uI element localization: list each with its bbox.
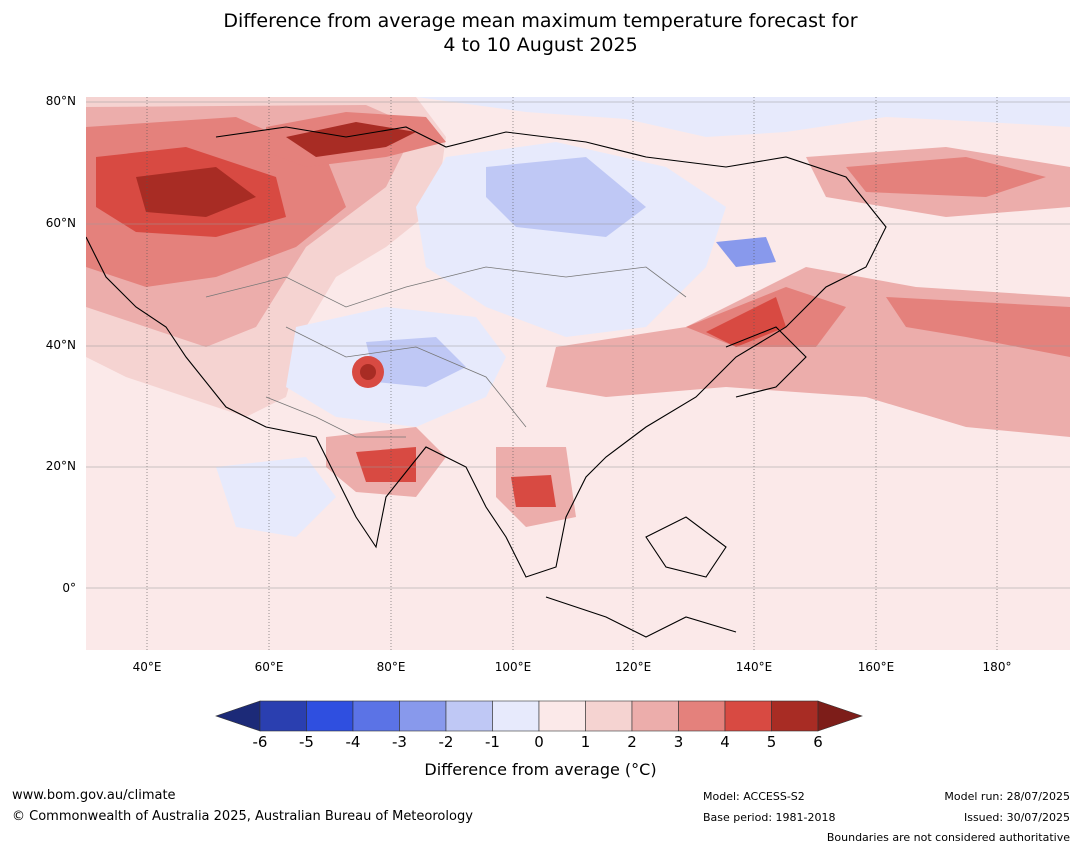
model-name: Model: ACCESS-S2 <box>703 790 805 803</box>
lat-label-60n: 60°N <box>45 216 76 230</box>
tibet-warm-spot-core <box>360 364 376 380</box>
lon-label-160e: 160°E <box>857 660 895 674</box>
colorbar-tick-label: -5 <box>299 733 314 751</box>
colorbar-box <box>445 700 493 732</box>
lon-label-40e: 40°E <box>132 660 162 674</box>
lon-label-140e: 140°E <box>735 660 773 674</box>
colorbar-tick-label: 2 <box>627 733 637 751</box>
colorbar-arrow-max <box>817 700 863 732</box>
lon-label-100e: 100°E <box>494 660 532 674</box>
colorbar <box>215 700 863 732</box>
country-borders <box>205 266 687 438</box>
colorbar-tick-label: 1 <box>580 733 591 751</box>
colorbar-tick-label: -1 <box>485 733 500 751</box>
colorbar-tick-label: 6 <box>813 733 823 751</box>
india-warm-core <box>356 447 416 482</box>
issued-date: Issued: 30/07/2025 <box>963 811 1070 824</box>
lat-label-40n: 40°N <box>45 338 76 352</box>
colorbar-tick-label: -4 <box>345 733 361 751</box>
title-line-1: Difference from average mean maximum tem… <box>223 10 858 32</box>
lon-label-180: 180° <box>982 660 1012 674</box>
colorbar-box <box>678 700 726 732</box>
colorbar-box <box>306 700 354 732</box>
colorbar-arrow-min <box>215 700 261 732</box>
colorbar-box <box>585 700 633 732</box>
lon-label-60e: 60°E <box>254 660 284 674</box>
east-cool-spot <box>716 237 776 267</box>
colorbar-tick-label: 5 <box>766 733 777 751</box>
lat-label-0: 0° <box>62 581 76 595</box>
colorbar-label: Difference from average (°C) <box>424 760 657 779</box>
lat-label-80n: 80°N <box>45 94 76 108</box>
base-period: Base period: 1981-2018 <box>703 811 836 824</box>
pacific-warm <box>886 297 1070 357</box>
lon-label-80e: 80°E <box>376 660 406 674</box>
colorbar-tick-label: 4 <box>720 733 730 751</box>
west-warm-peak <box>136 167 256 217</box>
coastlines <box>86 126 887 638</box>
kamchatka-warm-core <box>846 157 1046 197</box>
indochina-warm-core <box>511 475 556 507</box>
arabian-sea-cool <box>216 457 336 537</box>
copyright-text: © Commonwealth of Australia 2025, Austra… <box>12 809 473 824</box>
anomaly-map <box>86 97 1070 650</box>
arctic-cool-band <box>416 97 1070 137</box>
colorbar-box <box>538 700 586 732</box>
colorbar-box <box>724 700 772 732</box>
model-run-date: Model run: 28/07/2025 <box>944 790 1070 803</box>
colorbar-tick-label: -6 <box>252 733 268 751</box>
colorbar-tick-label: 0 <box>534 733 544 751</box>
colorbar-box <box>352 700 400 732</box>
siberia-cool-mid <box>486 157 646 237</box>
lon-label-120e: 120°E <box>614 660 652 674</box>
title-line-2: 4 to 10 August 2025 <box>443 34 638 56</box>
colorbar-box <box>492 700 540 732</box>
colorbar-box <box>399 700 447 732</box>
colorbar-tick-label: -2 <box>438 733 454 751</box>
colorbar-box <box>259 700 307 732</box>
colorbar-box <box>631 700 679 732</box>
colorbar-box <box>771 700 819 732</box>
lat-label-20n: 20°N <box>45 459 76 473</box>
website-link[interactable]: www.bom.gov.au/climate <box>12 788 176 803</box>
japan-warm-peak <box>706 297 786 347</box>
longitude-gridlines <box>146 97 998 650</box>
latitude-gridlines <box>86 101 1070 589</box>
boundaries-note: Boundaries are not considered authoritat… <box>826 831 1070 844</box>
colorbar-tick-label: 3 <box>673 733 684 751</box>
colorbar-tick-label: -3 <box>392 733 407 751</box>
